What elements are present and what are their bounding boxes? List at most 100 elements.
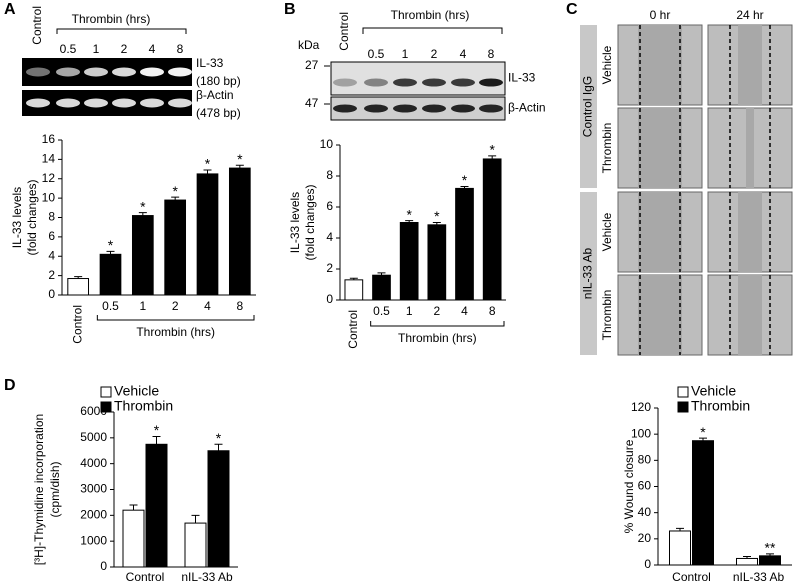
y-tick-label: 6 xyxy=(326,199,333,213)
lane-label: Control xyxy=(30,6,44,45)
y-tick-label: 40 xyxy=(638,505,652,519)
legend-swatch xyxy=(677,386,689,398)
bar xyxy=(399,222,419,301)
bar xyxy=(196,173,219,296)
error-bar xyxy=(74,276,83,279)
lane-label: 2 xyxy=(431,47,438,61)
significance: * xyxy=(216,430,222,446)
error-bar xyxy=(377,272,386,276)
x-tick-label: 2 xyxy=(172,299,179,313)
panel-label: A xyxy=(4,1,16,18)
bar xyxy=(131,215,154,296)
blot-band xyxy=(479,78,503,87)
panel-label: D xyxy=(4,377,16,394)
column-label: 0 hr xyxy=(650,8,671,22)
row-label: β-Actin xyxy=(508,101,546,115)
gel-band xyxy=(56,67,80,77)
error-bar xyxy=(460,186,469,189)
x-group-label: Thrombin (hrs) xyxy=(398,331,477,345)
x-tick-label: 4 xyxy=(461,304,468,318)
bar xyxy=(145,443,168,568)
bracket xyxy=(370,321,505,327)
bar xyxy=(228,167,251,296)
x-tick-label: Control xyxy=(346,310,360,349)
bar xyxy=(692,440,714,566)
bracket xyxy=(96,315,255,321)
significance: * xyxy=(700,424,706,440)
blot-band xyxy=(393,78,417,87)
y-tick-label: 6 xyxy=(48,229,55,243)
bracket xyxy=(362,27,503,34)
row-label: IL-33 xyxy=(508,71,536,85)
gel-band xyxy=(26,98,50,108)
panel-label: C xyxy=(566,1,578,18)
wound-area xyxy=(638,108,682,188)
x-tick-label: 4 xyxy=(204,299,211,313)
y-tick-label: 1000 xyxy=(80,533,107,547)
blot-band xyxy=(364,104,388,113)
error-bar xyxy=(191,514,200,524)
legend-swatch xyxy=(677,401,689,413)
y-axis-label: (fold changes) xyxy=(303,184,317,260)
y-tick-label: 0 xyxy=(48,287,55,301)
gel-band xyxy=(84,67,108,77)
wound-area xyxy=(746,108,754,188)
y-axis-label: [³H]-Thymidine incorporation xyxy=(32,414,46,565)
significance: * xyxy=(205,156,211,172)
bar xyxy=(122,509,145,568)
size-marker: 47 xyxy=(305,96,319,110)
lane-label: 8 xyxy=(488,47,495,61)
bar xyxy=(164,199,187,296)
y-tick-label: 2000 xyxy=(80,508,107,522)
legend-label: Vehicle xyxy=(691,383,736,399)
blot-band xyxy=(393,104,417,113)
x-tick-label: Control xyxy=(126,570,165,584)
gel-band xyxy=(112,67,136,77)
error-bar xyxy=(129,504,138,511)
row-sublabel: (478 bp) xyxy=(196,106,241,120)
error-bar xyxy=(432,222,441,225)
y-tick-label: 0 xyxy=(326,292,333,306)
x-tick-label: 0.5 xyxy=(373,304,390,318)
x-tick-label: 1 xyxy=(406,304,413,318)
row-sublabel: (180 bp) xyxy=(196,74,241,88)
bracket xyxy=(56,28,187,34)
y-tick-label: 2 xyxy=(48,268,55,282)
y-tick-label: 8 xyxy=(48,210,55,224)
lane-label: 4 xyxy=(460,47,467,61)
y-tick-label: 2 xyxy=(326,261,333,275)
group-label: Control IgG xyxy=(581,76,595,137)
error-bar xyxy=(488,155,497,159)
y-tick-label: 8 xyxy=(326,168,333,182)
y-tick-label: 80 xyxy=(638,453,652,467)
significance: * xyxy=(172,183,178,199)
y-tick-label: 0 xyxy=(644,557,651,571)
error-bar xyxy=(152,436,161,445)
y-axis-label: (fold changes) xyxy=(25,179,39,255)
significance: * xyxy=(140,198,146,214)
y-tick-label: 5000 xyxy=(80,430,107,444)
lane-label: Control xyxy=(337,12,351,51)
significance: * xyxy=(462,172,468,188)
x-tick-label: 8 xyxy=(236,299,243,313)
y-axis-label: IL-33 levels xyxy=(288,192,302,253)
y-axis-label: (cpm/dish) xyxy=(48,461,62,517)
significance: * xyxy=(237,151,243,167)
row-label: Vehicle xyxy=(600,45,614,84)
significance: * xyxy=(154,422,160,438)
y-tick-label: 60 xyxy=(638,479,652,493)
error-bar xyxy=(766,553,774,556)
error-bar xyxy=(171,196,180,201)
y-tick-label: 10 xyxy=(320,137,334,151)
bar xyxy=(184,522,207,568)
blot-band xyxy=(364,78,388,87)
bar xyxy=(344,279,364,301)
legend-swatch xyxy=(100,401,112,413)
gel-band xyxy=(26,67,50,77)
y-tick-label: 16 xyxy=(42,132,56,146)
bar xyxy=(427,224,447,301)
bar xyxy=(372,274,391,301)
y-axis-label: % Wound closure xyxy=(622,439,636,533)
gel-band xyxy=(140,98,164,108)
